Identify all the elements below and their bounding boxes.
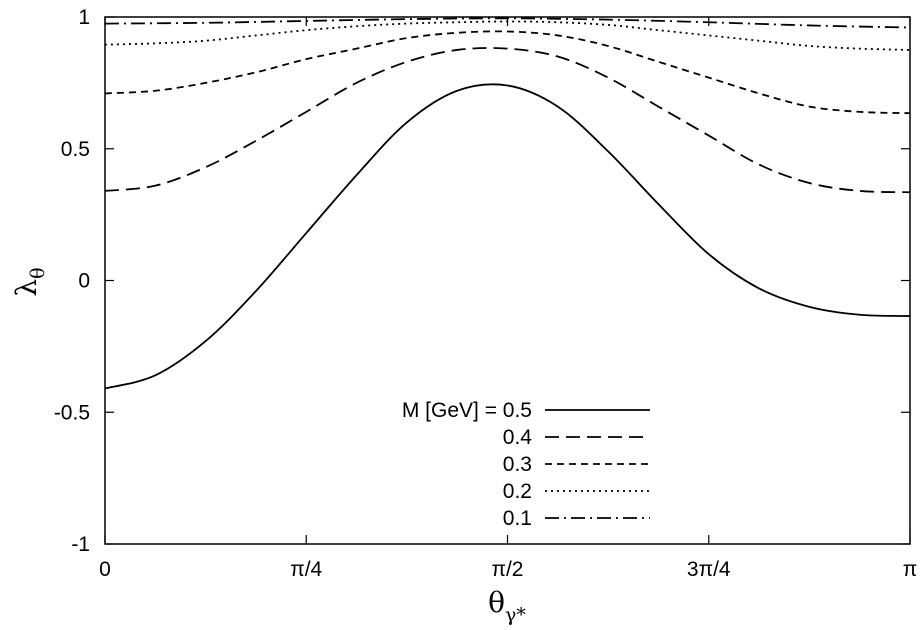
y-axis-label-subscript: θ — [27, 267, 49, 278]
x-tick-label: π/2 — [491, 558, 523, 581]
legend: M [GeV] = 0.5 0.4 0.3 0.2 0.1 — [402, 399, 650, 530]
y-tick-label: -0.5 — [54, 401, 90, 424]
axis-labels: θγ*λθ — [10, 267, 526, 626]
y-tick-label: -1 — [71, 533, 90, 556]
legend-label: 0.2 — [503, 480, 532, 503]
series-line-3 — [104, 30, 911, 115]
x-axis-label: θγ* — [488, 586, 526, 626]
legend-label: 0.4 — [503, 426, 533, 449]
legend-label: 0.1 — [503, 507, 532, 530]
y-axis-label: λθ — [10, 267, 49, 296]
axis-ticks: 0 π/4 π/2 3π/4 π -1 -0.5 0 0.5 1 — [54, 6, 917, 581]
y-axis-label-main: λ — [10, 279, 43, 297]
series-line-2 — [104, 47, 911, 194]
x-tick-label: 0 — [99, 558, 111, 581]
legend-label: M [GeV] = 0.5 — [402, 399, 532, 422]
x-tick-label: π/4 — [290, 558, 322, 581]
x-axis-label-main: θ — [488, 586, 505, 619]
legend-label: 0.3 — [503, 453, 532, 476]
x-axis-label-subscript: γ* — [505, 604, 526, 626]
series-line-1 — [104, 83, 911, 390]
x-tick-label: π — [903, 558, 918, 581]
y-tick-label: 0 — [78, 270, 90, 293]
y-tick-label: 0.5 — [61, 138, 90, 161]
curves — [104, 17, 911, 390]
y-tick-label: 1 — [78, 6, 90, 29]
x-tick-label: 3π/4 — [687, 558, 731, 581]
